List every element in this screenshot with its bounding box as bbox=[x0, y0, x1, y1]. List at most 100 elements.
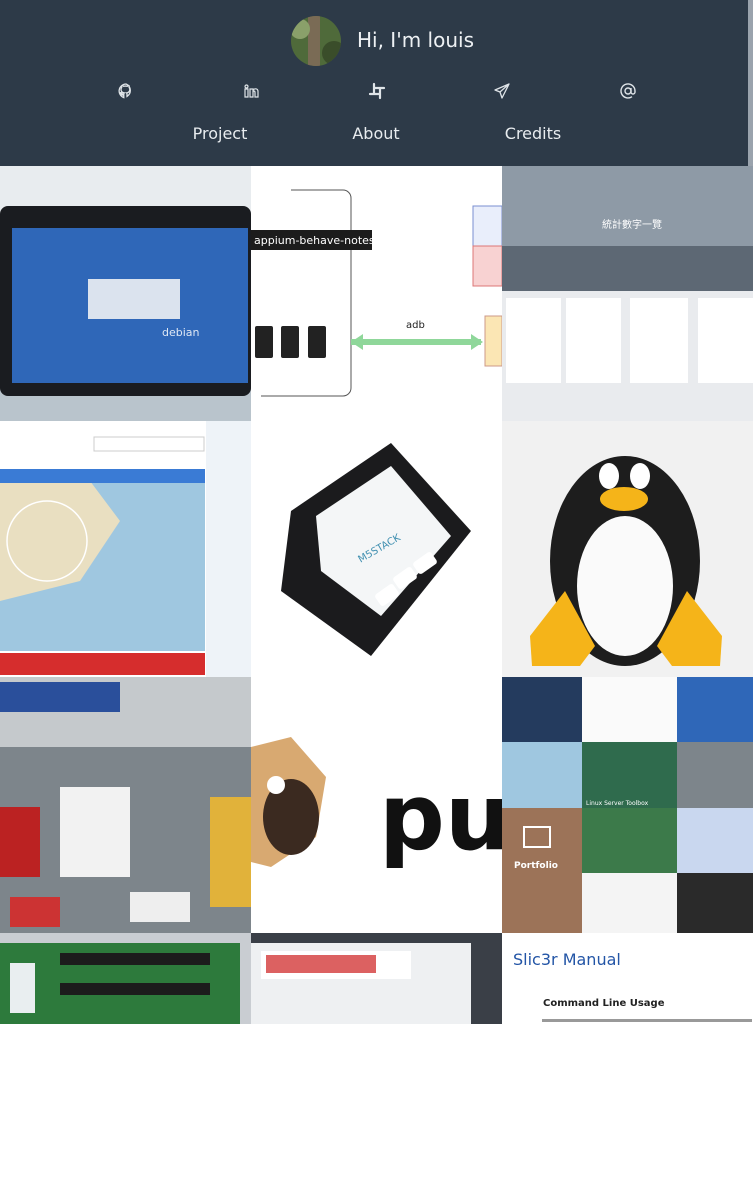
decoration bbox=[413, 552, 437, 574]
decoration bbox=[308, 16, 320, 66]
decoration bbox=[206, 421, 251, 677]
decoration bbox=[118, 83, 131, 99]
decoration bbox=[88, 279, 180, 319]
decoration bbox=[677, 742, 753, 808]
avatar[interactable] bbox=[290, 15, 342, 67]
decoration bbox=[255, 326, 273, 358]
nav-link[interactable]: About bbox=[352, 124, 400, 143]
decoration bbox=[677, 808, 753, 873]
tile-display[interactable]: debian bbox=[0, 166, 251, 422]
tile-linux[interactable] bbox=[502, 421, 753, 677]
decoration bbox=[375, 584, 399, 606]
decoration bbox=[266, 955, 376, 973]
decoration bbox=[577, 516, 673, 656]
tile-pug[interactable]: pu bbox=[251, 677, 502, 933]
tile-m5stack[interactable]: M5STACK bbox=[251, 421, 502, 677]
decoration bbox=[657, 591, 722, 666]
tile-collage[interactable]: Portfolio Linux Server Toolbox bbox=[502, 677, 753, 933]
decoration bbox=[582, 742, 677, 808]
email-icon[interactable] bbox=[619, 82, 637, 100]
header: Hi, I'm louis Project About Credits bbox=[0, 0, 753, 166]
tile-screenshot[interactable] bbox=[251, 933, 502, 1189]
tile-traffic[interactable] bbox=[0, 677, 251, 933]
decoration bbox=[261, 189, 352, 397]
decoration bbox=[0, 653, 205, 675]
decoration bbox=[251, 166, 502, 422]
decoration bbox=[0, 807, 40, 877]
decoration bbox=[10, 897, 60, 927]
nav-link[interactable]: Project bbox=[192, 124, 248, 143]
decoration bbox=[530, 591, 595, 666]
decoration bbox=[620, 83, 636, 99]
decoration bbox=[291, 16, 341, 66]
decoration bbox=[484, 315, 502, 367]
decoration bbox=[582, 677, 677, 742]
decoration bbox=[523, 826, 551, 848]
telegram-icon[interactable] bbox=[493, 82, 511, 100]
decoration bbox=[10, 963, 35, 1013]
tile-diagram[interactable]: adb appium-behave-notes bbox=[251, 166, 502, 422]
decoration bbox=[130, 892, 190, 922]
nav-link[interactable]: Credits bbox=[504, 124, 562, 143]
decoration bbox=[0, 481, 120, 601]
screen-text: debian bbox=[162, 326, 200, 339]
decoration bbox=[630, 463, 650, 489]
tile-weather[interactable] bbox=[0, 421, 251, 677]
doc-heading: Command Line Usage bbox=[543, 998, 665, 1009]
collage-label: Linux Server Toolbox bbox=[586, 800, 649, 807]
decoration bbox=[0, 469, 205, 483]
scrollbar[interactable] bbox=[748, 0, 753, 166]
decoration bbox=[677, 873, 753, 933]
decoration bbox=[316, 466, 451, 616]
slack-icon[interactable] bbox=[368, 82, 386, 100]
decoration bbox=[502, 808, 582, 933]
decoration bbox=[60, 983, 210, 995]
tile-pcb[interactable] bbox=[0, 933, 251, 1189]
decoration bbox=[566, 298, 621, 383]
decoration bbox=[502, 742, 582, 808]
decoration bbox=[630, 298, 688, 383]
decoration bbox=[393, 567, 417, 589]
decoration bbox=[506, 298, 561, 383]
decoration bbox=[677, 677, 753, 742]
tile-manual[interactable]: Slic3r Manual Command Line Usage bbox=[502, 933, 753, 1189]
decoration bbox=[60, 953, 210, 965]
body: Hi, I'm louis Project About Credits debi… bbox=[0, 0, 753, 1024]
decoration bbox=[368, 82, 386, 100]
decoration bbox=[244, 84, 259, 98]
decoration bbox=[624, 87, 632, 95]
decoration bbox=[0, 682, 120, 712]
decoration bbox=[281, 326, 299, 358]
github-icon[interactable] bbox=[117, 82, 135, 100]
decoration bbox=[267, 776, 285, 794]
decoration bbox=[599, 463, 619, 489]
tooltip: appium-behave-notes bbox=[254, 234, 375, 247]
pug-wordmark: pu bbox=[379, 764, 502, 871]
decoration bbox=[368, 82, 386, 100]
decoration bbox=[698, 298, 753, 383]
decoration bbox=[291, 19, 310, 39]
decoration bbox=[502, 933, 753, 1024]
page: louis {"header": {"greeting": "Hi, I'm l… bbox=[0, 0, 753, 1024]
decoration bbox=[6, 500, 88, 582]
decoration bbox=[93, 436, 205, 452]
decoration bbox=[210, 797, 251, 907]
decoration bbox=[600, 487, 648, 511]
decoration bbox=[60, 787, 130, 877]
tile-stats[interactable]: 統計數字一覽 bbox=[502, 166, 753, 422]
greeting: Hi, I'm louis bbox=[357, 28, 474, 52]
collage-label: Portfolio bbox=[514, 861, 558, 871]
decoration bbox=[582, 873, 677, 933]
decoration bbox=[251, 230, 372, 250]
decoration bbox=[502, 246, 753, 291]
doc-title: Slic3r Manual bbox=[513, 950, 621, 969]
stats-title: 統計數字一覽 bbox=[602, 218, 662, 231]
decoration bbox=[263, 779, 319, 855]
decoration bbox=[494, 83, 510, 99]
decoration bbox=[582, 808, 677, 873]
decoration bbox=[502, 677, 582, 742]
linkedin-icon[interactable] bbox=[242, 82, 260, 100]
decoration bbox=[308, 326, 326, 358]
decoration bbox=[472, 245, 502, 287]
diagram-label: adb bbox=[406, 320, 425, 331]
